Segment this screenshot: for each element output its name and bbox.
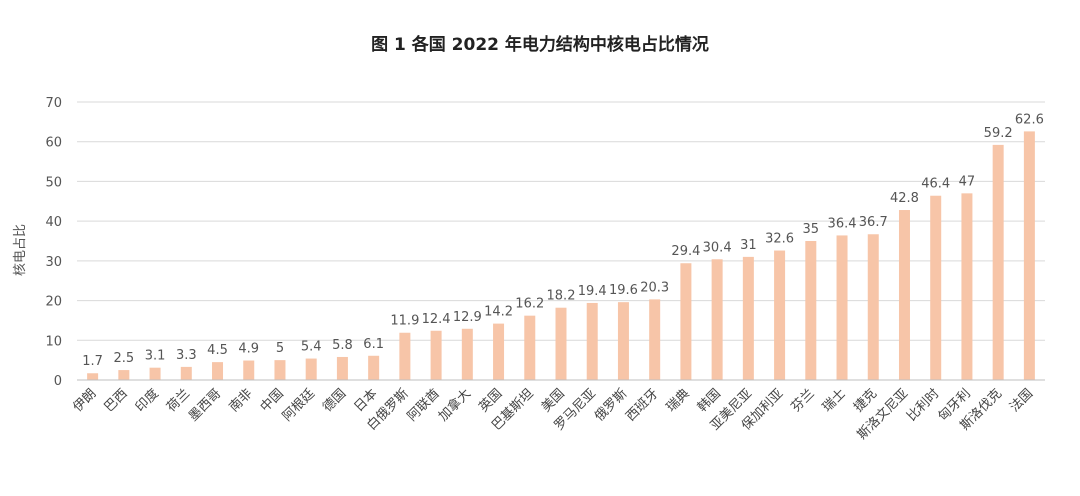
- x-tick-label: 瑞典: [664, 386, 693, 415]
- x-tick-label: 芬兰: [789, 386, 818, 415]
- data-label: 5.4: [301, 340, 322, 355]
- bar: [617, 302, 629, 380]
- data-label: 3.1: [145, 349, 166, 364]
- data-label: 47: [959, 174, 976, 189]
- y-tick-label: 50: [45, 175, 62, 190]
- bar: [555, 307, 567, 380]
- bar: [461, 328, 473, 380]
- x-tick-label: 加拿大: [435, 386, 474, 425]
- data-label: 5: [276, 341, 284, 356]
- data-label: 19.6: [609, 283, 638, 298]
- x-tick-label: 西班牙: [623, 386, 661, 424]
- data-label: 18.2: [547, 289, 576, 304]
- data-label: 20.3: [640, 280, 669, 295]
- bar: [274, 360, 286, 380]
- bar: [961, 193, 973, 380]
- y-tick-label: 10: [45, 334, 62, 349]
- data-label: 4.9: [238, 342, 259, 357]
- bar: [305, 358, 317, 380]
- x-tick-label: 南非: [226, 386, 256, 416]
- chart-title: 图 1 各国 2022 年电力结构中核电占比情况: [371, 35, 709, 55]
- x-tick-label: 巴西: [102, 386, 131, 415]
- y-tick-label: 20: [45, 295, 62, 310]
- data-label: 46.4: [921, 177, 950, 192]
- data-label: 6.1: [363, 337, 384, 352]
- data-label: 29.4: [671, 244, 700, 259]
- data-label: 32.6: [765, 232, 794, 247]
- data-label: 59.2: [984, 126, 1013, 141]
- data-label: 3.3: [176, 348, 197, 363]
- bar: [336, 356, 348, 380]
- bar: [836, 235, 848, 380]
- bar: [805, 241, 817, 380]
- data-label: 1.7: [82, 354, 103, 369]
- bar: [430, 330, 442, 380]
- data-label: 12.9: [453, 310, 482, 325]
- data-label: 12.4: [422, 312, 451, 327]
- data-label: 30.4: [703, 240, 732, 255]
- bar: [493, 323, 505, 380]
- data-label: 11.9: [390, 314, 419, 329]
- data-label: 36.4: [828, 216, 857, 231]
- bar: [149, 367, 161, 380]
- data-label: 2.5: [113, 351, 134, 366]
- bar: [243, 360, 255, 380]
- bar: [711, 259, 723, 380]
- y-tick-label: 0: [54, 374, 62, 389]
- y-axis-ticks: 0 10 20 30 40 50 60 70: [45, 96, 62, 389]
- x-tick-label: 阿根廷: [280, 386, 318, 424]
- bar: [212, 362, 224, 380]
- data-label: 31: [740, 238, 757, 253]
- bar: [368, 355, 380, 380]
- x-tick-label: 阿联酋: [404, 386, 443, 425]
- x-tick-label: 俄罗斯: [592, 386, 630, 424]
- bar: [742, 256, 754, 380]
- data-label: 62.6: [1015, 112, 1044, 127]
- x-tick-label: 德国: [320, 386, 349, 415]
- data-label: 14.2: [484, 305, 513, 320]
- bar: [399, 332, 411, 380]
- bar: [867, 234, 879, 380]
- x-tick-label: 印度: [132, 386, 162, 416]
- y-tick-label: 60: [45, 136, 62, 151]
- y-tick-label: 30: [45, 255, 62, 270]
- bar: [87, 373, 99, 380]
- data-label: 42.8: [890, 191, 919, 206]
- x-tick-label: 墨西哥: [186, 386, 224, 424]
- x-tick-label: 比利时: [904, 386, 942, 424]
- bar: [586, 302, 598, 380]
- data-label: 5.8: [332, 338, 353, 353]
- bar: [680, 263, 692, 380]
- x-tick-label: 法国: [1007, 386, 1036, 415]
- bar: [774, 250, 786, 380]
- data-label: 35: [803, 222, 820, 237]
- y-tick-label: 70: [45, 96, 62, 111]
- data-label: 19.4: [578, 284, 607, 299]
- bar: [992, 144, 1004, 380]
- bar: [118, 370, 130, 380]
- bar: [1023, 131, 1035, 380]
- y-axis-label: 核电占比: [13, 224, 28, 276]
- bar: [524, 315, 536, 380]
- y-tick-label: 40: [45, 215, 62, 230]
- data-labels: 1.7 2.5 3.1 3.3 4.5 4.9 5 5.4 5.8 6.1 11.9 12.4 12.9…: [82, 112, 1044, 369]
- bar: [180, 366, 192, 380]
- data-label: 4.5: [207, 343, 228, 358]
- x-tick-label: 伊朗: [70, 386, 99, 415]
- x-tick-label: 瑞士: [820, 386, 849, 415]
- bar: [930, 195, 942, 380]
- bars: [87, 131, 1035, 380]
- data-label: 16.2: [515, 297, 544, 312]
- bar: [898, 210, 910, 380]
- bar: [649, 299, 661, 380]
- data-label: 36.7: [859, 215, 888, 230]
